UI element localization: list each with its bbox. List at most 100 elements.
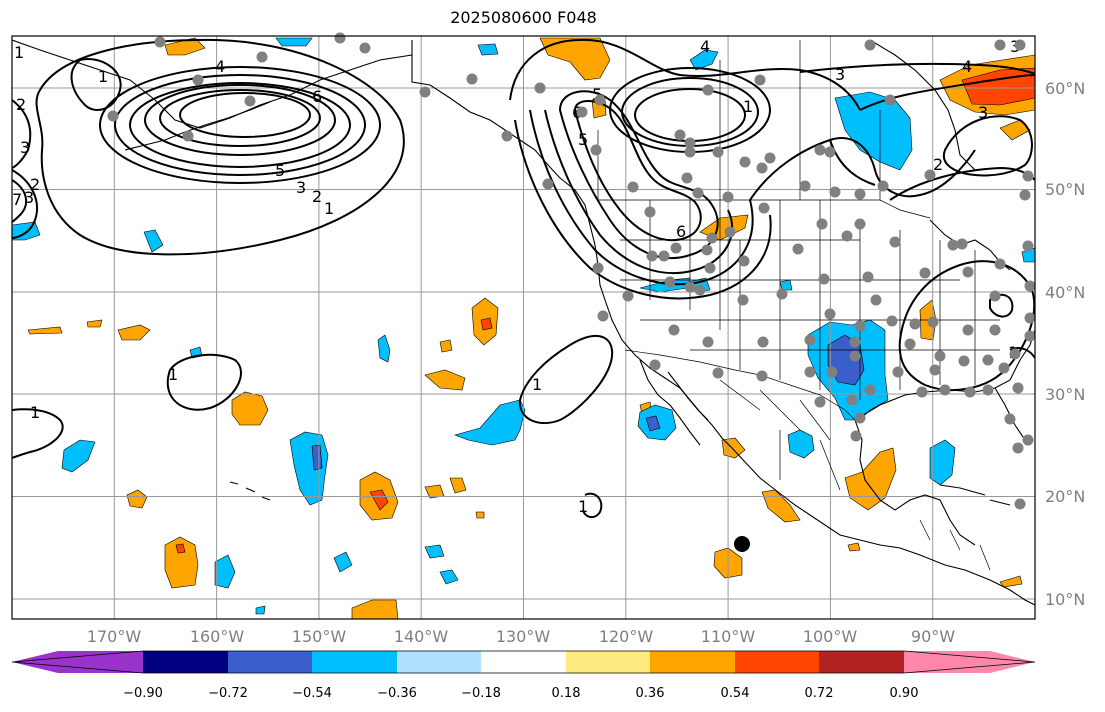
shade-blob [929, 439, 956, 486]
shade-blob [439, 339, 453, 353]
station-dot [824, 146, 836, 158]
coastline-gulf-of-mexico [854, 419, 976, 546]
contour-line [12, 179, 28, 223]
contour-label: 3 [20, 138, 30, 157]
colorbar-segment [481, 651, 566, 673]
station-dot [758, 202, 770, 214]
station-dot [889, 236, 901, 248]
graticule [12, 36, 1035, 619]
station-dot [466, 73, 478, 85]
station-dot [644, 206, 656, 218]
station-dot [864, 39, 876, 51]
station-dot [684, 146, 696, 158]
lon-label: 160°W [190, 627, 245, 646]
station-dot [590, 144, 602, 156]
shade-blob [231, 391, 269, 426]
station-dot [1012, 442, 1024, 454]
station-dot [1019, 189, 1031, 201]
station-dot [757, 336, 769, 348]
station-dot [107, 110, 119, 122]
shade-blob [126, 489, 148, 509]
contour-line [859, 74, 1035, 111]
contour-labels: 1 4 6 5 3 2 1 3 7 6 5 3 2 1 1 6 1 4 3 2 … [12, 37, 1020, 516]
station-dot [884, 94, 896, 106]
station-dot [192, 74, 204, 86]
shade-blob [480, 317, 493, 331]
central-america [919, 519, 991, 571]
colorbar-segment [143, 651, 228, 673]
station-dot [792, 243, 804, 255]
station-dot [862, 271, 874, 283]
caribbean-islands [939, 484, 1011, 506]
shade-blob [844, 447, 897, 511]
coastline-baja [639, 359, 701, 446]
lon-label: 150°W [292, 627, 347, 646]
contour-line [518, 335, 614, 425]
station-dot [864, 384, 876, 396]
station-dot [849, 336, 861, 348]
lon-label: 110°W [701, 627, 756, 646]
contour-line [509, 38, 861, 111]
station-dot [706, 232, 718, 244]
station-dot [1014, 498, 1026, 510]
station-dot [1022, 434, 1034, 446]
state-borders [597, 40, 1000, 571]
shade-blob [424, 544, 445, 559]
station-dot [989, 324, 1001, 336]
contour-label: 5 [592, 85, 602, 104]
highlight-marker [734, 536, 750, 552]
lat-label: 50°N [1045, 180, 1085, 199]
station-dot [754, 74, 766, 86]
station-dot [702, 84, 714, 96]
station-dot [419, 86, 431, 98]
station-dot [722, 191, 734, 203]
station-dot [182, 130, 194, 142]
shade-blob [164, 536, 199, 589]
shade-blob [86, 319, 103, 328]
lat-label: 30°N [1045, 385, 1085, 404]
station-dot [737, 294, 749, 306]
colorbar: −0.90 −0.72 −0.54 −0.36 −0.18 0.18 0.36 … [11, 650, 1036, 701]
station-dot [244, 95, 256, 107]
contour-label: 2 [933, 155, 943, 174]
shade-blob [143, 229, 164, 253]
contour-line [70, 58, 122, 111]
contour-line [544, 109, 734, 275]
lon-label: 130°W [496, 627, 551, 646]
station-dot [704, 262, 716, 274]
contour-label: 6 [312, 87, 322, 106]
lat-label: 20°N [1045, 487, 1085, 506]
station-dot [501, 130, 513, 142]
station-dot [886, 315, 898, 327]
shade-blob [117, 324, 151, 341]
shade-blob [645, 415, 661, 432]
contour-label: 4 [215, 57, 225, 76]
contour-line [799, 62, 1035, 75]
contour-line [558, 90, 719, 260]
lon-label: 140°W [394, 627, 449, 646]
station-dot [998, 362, 1010, 374]
contour-line [12, 408, 64, 459]
station-dot [674, 129, 686, 141]
contour-line [12, 99, 32, 169]
contour-label: 5 [275, 161, 285, 180]
colorbar-tick-label: 0.54 [721, 686, 750, 701]
station-dot [962, 324, 974, 336]
station-dot [989, 290, 1001, 302]
station-dot [1024, 312, 1036, 324]
latitude-labels: 60°N 50°N 40°N 30°N 20°N 10°N [1045, 79, 1085, 609]
station-dot [854, 412, 866, 424]
contour-label: 1 [743, 97, 753, 116]
contour-label: 1 [168, 365, 178, 384]
contour-label: 1 [30, 403, 40, 422]
shade-blob [369, 489, 389, 511]
shade-blob [439, 569, 459, 585]
colorbar-segments [11, 650, 1036, 674]
colorbar-segment [735, 651, 819, 673]
canada-provinces [597, 40, 881, 200]
station-dot [1012, 382, 1024, 394]
contour-line [99, 66, 381, 184]
colorbar-segment [650, 651, 735, 673]
station-dot [646, 250, 658, 262]
